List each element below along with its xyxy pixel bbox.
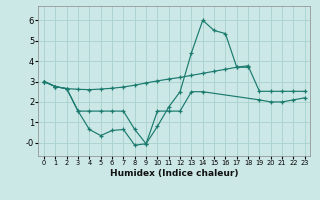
X-axis label: Humidex (Indice chaleur): Humidex (Indice chaleur) [110,169,239,178]
